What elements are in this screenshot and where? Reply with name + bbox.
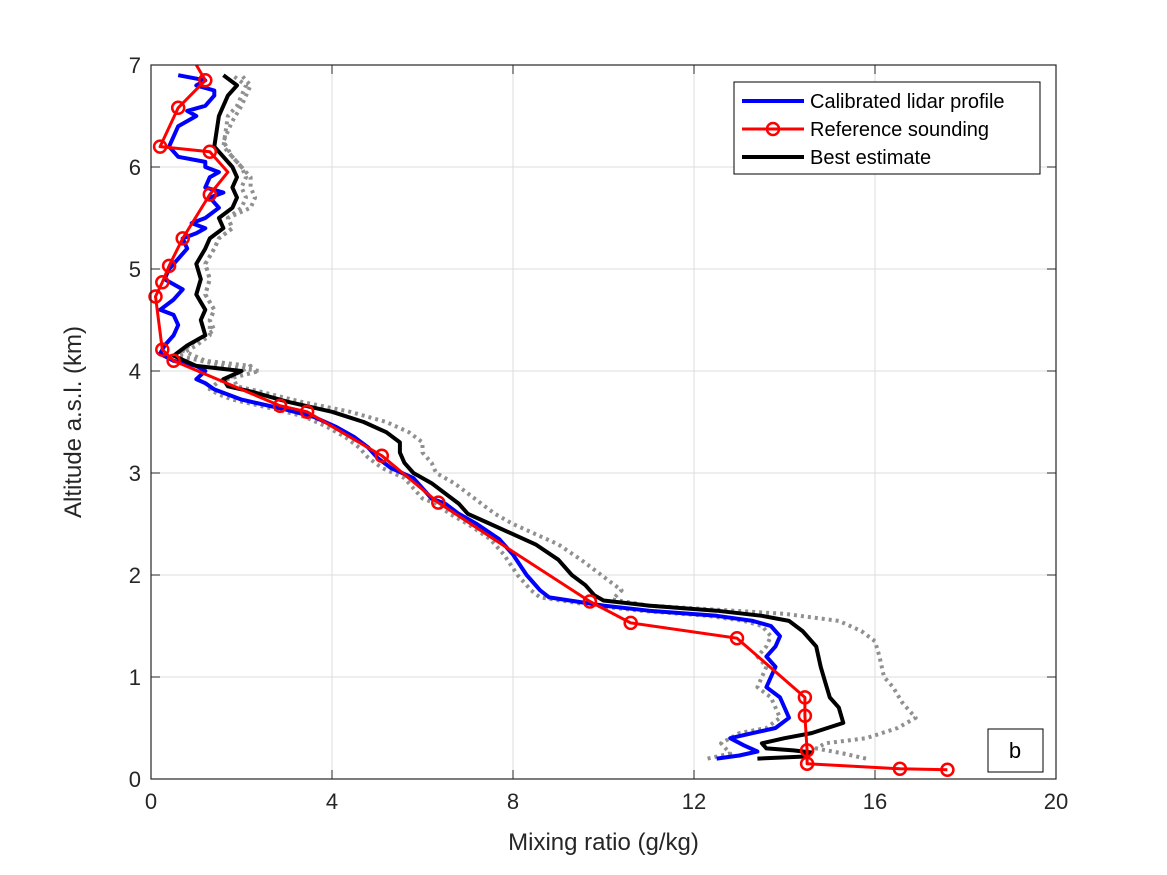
series-line-calibrated	[158, 73, 791, 761]
reference-marker	[892, 761, 908, 777]
legend-label-reference: Reference sounding	[810, 119, 989, 141]
reference-marker	[170, 100, 186, 116]
reference-marker	[431, 495, 446, 510]
reference-marker	[299, 404, 315, 420]
reference-marker	[152, 139, 168, 154]
legend-label-best: Best estimate	[810, 147, 931, 169]
y-tick-label: 1	[129, 665, 141, 690]
x-tick-label: 20	[1044, 789, 1068, 814]
series-line-best	[171, 73, 846, 761]
reference-marker	[202, 187, 218, 202]
legend-label-calibrated: Calibrated lidar profile	[810, 91, 1005, 113]
reference-marker	[175, 231, 190, 246]
x-tick-label: 0	[145, 789, 157, 814]
reference-marker	[582, 594, 598, 609]
reference-marker	[155, 342, 170, 357]
reference-marker	[272, 398, 288, 413]
y-tick-label: 7	[129, 53, 141, 78]
y-tick-label: 2	[129, 563, 141, 588]
series-line-upper-bound	[180, 73, 918, 761]
legend-marker-reference	[765, 121, 781, 137]
reference-marker	[374, 448, 390, 463]
x-tick-label: 8	[507, 789, 519, 814]
panel-label-text: b	[1009, 738, 1021, 763]
y-tick-label: 4	[129, 359, 141, 384]
reference-marker	[729, 630, 745, 646]
panel-label: b	[987, 728, 1044, 773]
reference-marker	[166, 353, 181, 369]
reference-marker	[797, 708, 813, 724]
x-tick-label: 16	[863, 789, 887, 814]
reference-marker	[202, 144, 218, 159]
y-tick-label: 3	[129, 461, 141, 486]
plot-frame	[150, 64, 1057, 780]
reference-marker	[799, 756, 815, 771]
reference-marker	[797, 690, 813, 705]
panel-label-box	[987, 728, 1044, 773]
x-axis-label: Mixing ratio (g/kg)	[508, 829, 699, 856]
series-layer	[148, 64, 955, 778]
reference-marker	[155, 275, 170, 290]
y-tick-label: 0	[129, 767, 141, 792]
legend: Calibrated lidar profile Reference sound…	[733, 81, 1041, 175]
reference-marker	[940, 762, 955, 778]
y-tick-label: 6	[129, 155, 141, 180]
reference-marker	[198, 73, 213, 88]
reference-marker	[161, 258, 177, 274]
x-tick-label: 12	[682, 789, 706, 814]
y-tick-label: 5	[129, 257, 141, 282]
reference-marker	[799, 743, 815, 758]
y-axis-label: Altitude a.s.l. (km)	[60, 326, 87, 518]
reference-marker	[148, 289, 163, 304]
reference-marker	[623, 615, 638, 631]
x-tick-label: 4	[326, 789, 338, 814]
